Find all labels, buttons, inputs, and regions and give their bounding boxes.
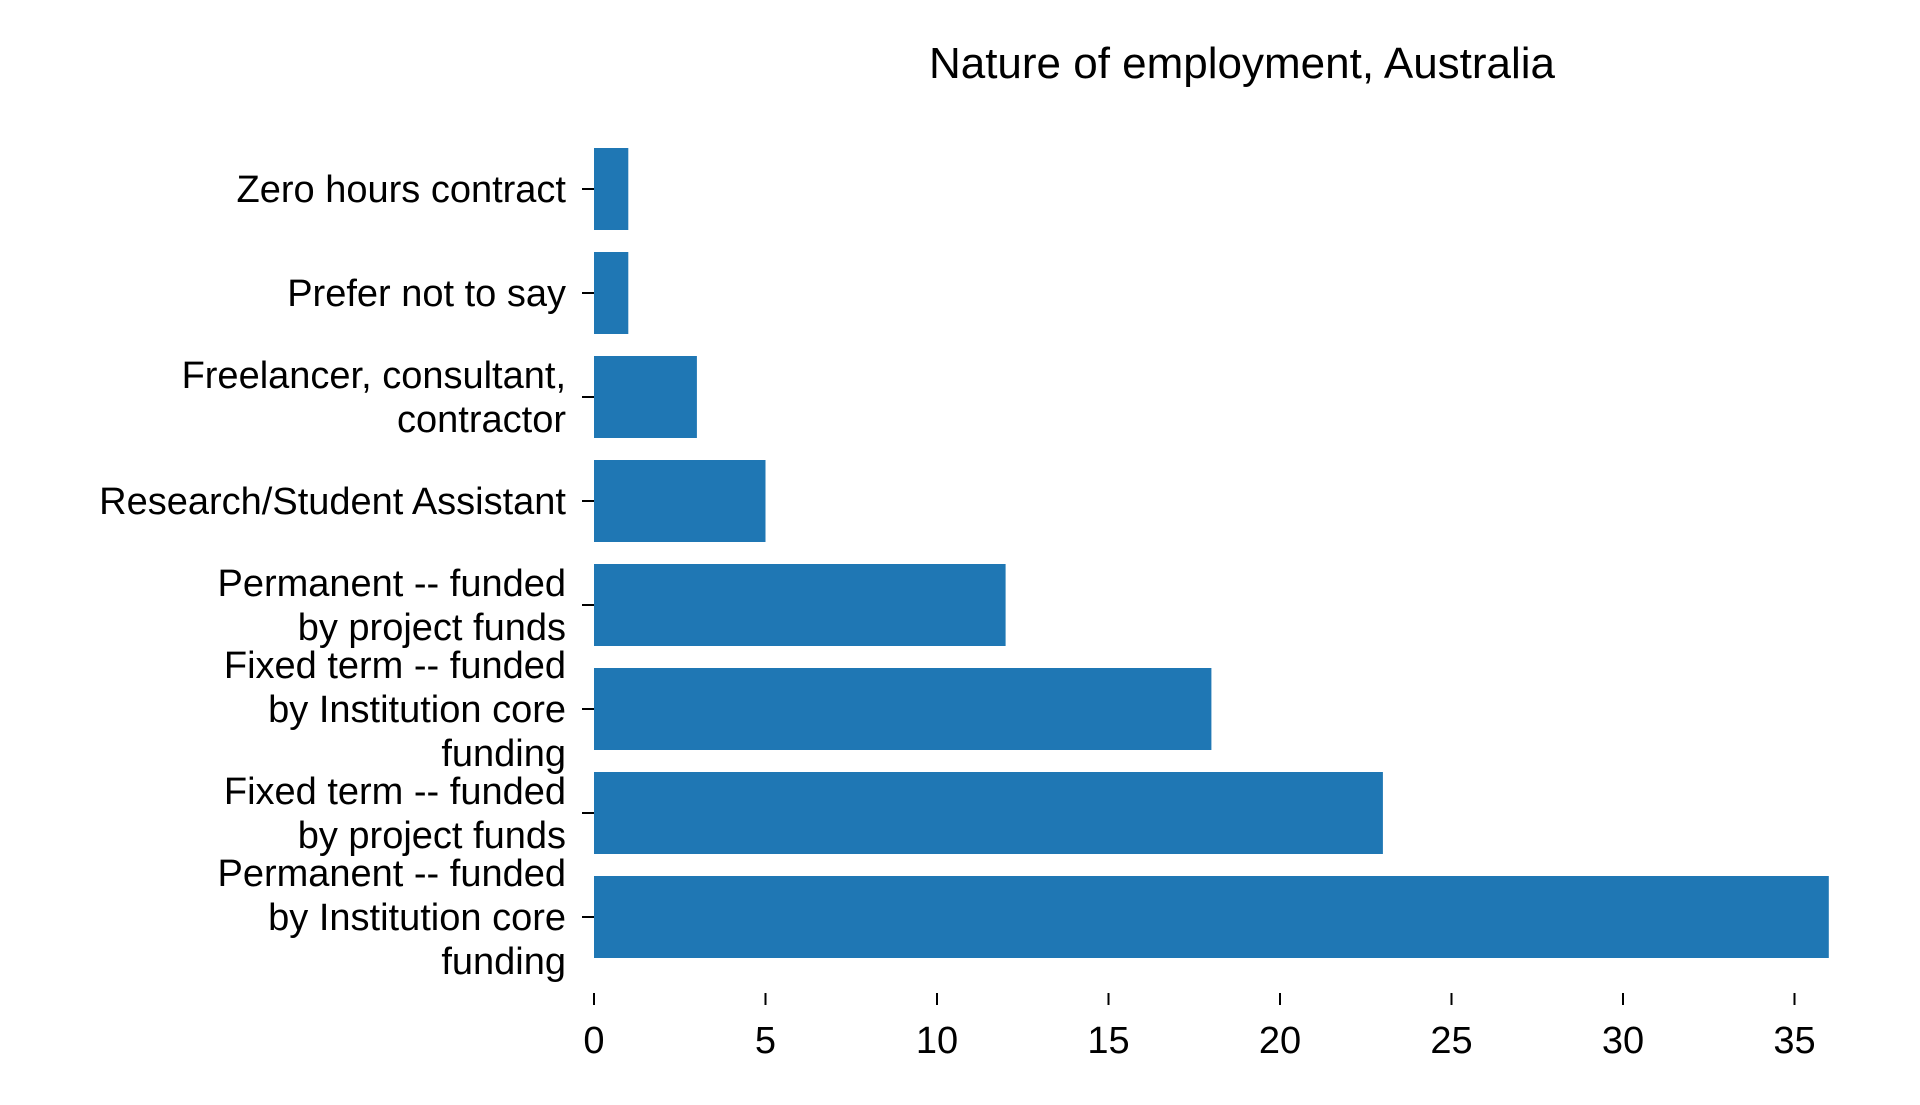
bar-3 xyxy=(594,356,697,438)
y-tick-label: Zero hours contract xyxy=(237,169,567,211)
bar-6 xyxy=(594,668,1212,750)
chart-title: Nature of employment, Australia xyxy=(929,39,1556,88)
x-tick-label: 20 xyxy=(1259,1020,1301,1062)
bar-4 xyxy=(594,460,766,542)
y-axis: Zero hours contract Prefer not to say Free… xyxy=(99,169,594,983)
x-tick-label: 35 xyxy=(1773,1020,1815,1062)
x-tick-label: 25 xyxy=(1430,1020,1472,1062)
y-tick-label: Permanent -- funded by Institution core fu… xyxy=(217,853,566,983)
y-tick-label: Research/Student Assistant xyxy=(99,481,566,523)
y-tick-label: Prefer not to say xyxy=(287,273,566,315)
bar-8 xyxy=(594,876,1829,958)
bar-5 xyxy=(594,564,1006,646)
bar-2 xyxy=(594,252,629,334)
x-tick-label: 0 xyxy=(583,1020,604,1062)
y-tick-label: Fixed term -- funded by project funds xyxy=(224,771,566,857)
bars-layer xyxy=(594,148,1829,958)
x-tick-label: 10 xyxy=(916,1020,958,1062)
x-tick-label: 30 xyxy=(1602,1020,1644,1062)
y-tick-label: Freelancer, consultant, contractor xyxy=(182,355,567,441)
x-tick-label: 5 xyxy=(755,1020,776,1062)
x-axis: 0 5 10 15 20 25 30 35 xyxy=(583,993,1816,1062)
y-tick-label: Permanent -- funded by project funds xyxy=(217,563,566,649)
bar-7 xyxy=(594,772,1383,854)
x-tick-label: 15 xyxy=(1087,1020,1129,1062)
bar-1 xyxy=(594,148,629,230)
y-tick-label: Fixed term -- funded by Institution core f… xyxy=(224,645,566,775)
